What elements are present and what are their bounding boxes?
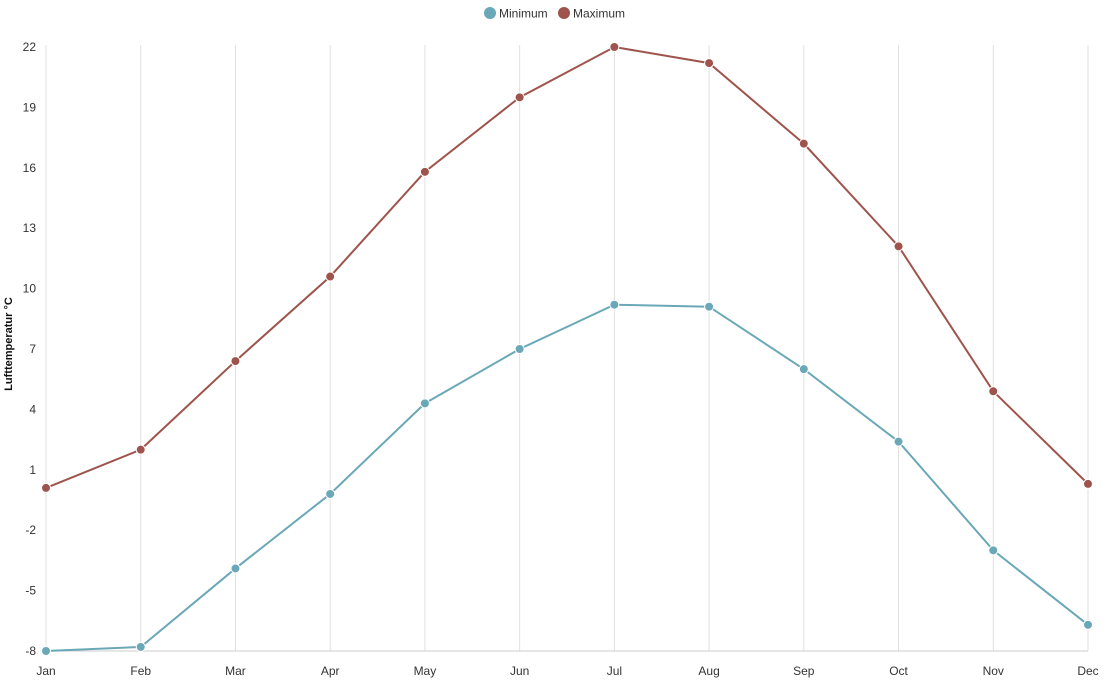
legend-marker-minimum xyxy=(484,7,496,19)
y-tick-label: 10 xyxy=(23,282,37,296)
x-tick-label-mar: Mar xyxy=(225,664,246,678)
x-tick-label-jul: Jul xyxy=(607,664,622,678)
y-tick-label: -2 xyxy=(25,523,36,537)
data-point-minimum-mar[interactable] xyxy=(230,563,241,574)
data-point-maximum-jul[interactable] xyxy=(609,42,620,52)
legend-item-maximum[interactable]: Maximum xyxy=(558,7,625,21)
y-tick-label: 16 xyxy=(23,161,37,175)
legend-marker-maximum xyxy=(558,7,570,19)
y-tick-label: 22 xyxy=(23,40,37,54)
data-point-maximum-mar[interactable] xyxy=(230,356,241,367)
data-point-minimum-apr[interactable] xyxy=(325,488,336,499)
data-point-minimum-sep[interactable] xyxy=(798,364,809,375)
legend-label-minimum: Minimum xyxy=(499,7,548,21)
data-point-minimum-nov[interactable] xyxy=(988,545,999,556)
data-point-maximum-may[interactable] xyxy=(419,166,430,177)
x-tick-label-jun: Jun xyxy=(510,664,529,678)
x-tick-label-apr: Apr xyxy=(321,664,340,678)
x-tick-label-jan: Jan xyxy=(36,664,55,678)
data-point-maximum-jan[interactable] xyxy=(41,482,51,493)
data-point-minimum-may[interactable] xyxy=(419,398,430,409)
y-axis-ticks: -8 -5 -2 1 4 7 10 13 16 19 22 xyxy=(23,40,37,658)
data-point-minimum-dec[interactable] xyxy=(1083,619,1093,630)
y-axis-label: Lufttemperatur °C xyxy=(3,297,15,391)
y-tick-label: 4 xyxy=(29,402,36,416)
legend-item-minimum[interactable]: Minimum xyxy=(484,7,548,21)
data-point-minimum-jul[interactable] xyxy=(609,299,620,310)
data-point-maximum-oct[interactable] xyxy=(893,241,904,252)
x-tick-label-oct: Oct xyxy=(889,664,908,678)
series-layer xyxy=(41,42,1093,656)
x-tick-label-may: May xyxy=(414,664,437,678)
data-point-maximum-aug[interactable] xyxy=(704,58,715,69)
series-line-maximum xyxy=(45,45,1089,489)
data-point-maximum-feb[interactable] xyxy=(135,444,146,455)
y-tick-label: -5 xyxy=(25,584,36,598)
x-tick-label-dec: Dec xyxy=(1077,664,1098,678)
data-point-minimum-oct[interactable] xyxy=(893,436,904,447)
data-point-minimum-feb[interactable] xyxy=(135,641,146,652)
legend: Minimum Maximum xyxy=(484,7,625,21)
y-tick-label: 19 xyxy=(23,100,37,114)
data-point-minimum-aug[interactable] xyxy=(704,301,715,312)
data-point-minimum-jan[interactable] xyxy=(41,646,51,656)
series-minimum xyxy=(41,299,1093,656)
data-point-maximum-apr[interactable] xyxy=(325,271,336,282)
y-tick-label: 1 xyxy=(29,463,36,477)
x-tick-label-sep: Sep xyxy=(793,664,815,678)
x-tick-label-aug: Aug xyxy=(698,664,719,678)
series-maximum xyxy=(41,42,1093,493)
y-tick-label: -8 xyxy=(25,644,36,658)
data-point-maximum-sep[interactable] xyxy=(798,138,809,149)
grid-lines xyxy=(45,45,1089,651)
x-tick-label-feb: Feb xyxy=(130,664,151,678)
data-point-maximum-jun[interactable] xyxy=(514,92,525,103)
series-line-minimum xyxy=(45,303,1089,652)
data-point-maximum-nov[interactable] xyxy=(988,386,999,397)
y-tick-label: 7 xyxy=(29,342,36,356)
x-tick-label-nov: Nov xyxy=(983,664,1004,678)
data-point-minimum-jun[interactable] xyxy=(514,344,525,354)
data-point-maximum-dec[interactable] xyxy=(1083,478,1093,489)
y-tick-label: 13 xyxy=(23,221,37,235)
legend-label-maximum: Maximum xyxy=(573,7,625,21)
x-axis-ticks: Jan Feb Mar Apr May Jun Jul Aug Sep Oct Nov Dec xyxy=(36,664,1098,678)
